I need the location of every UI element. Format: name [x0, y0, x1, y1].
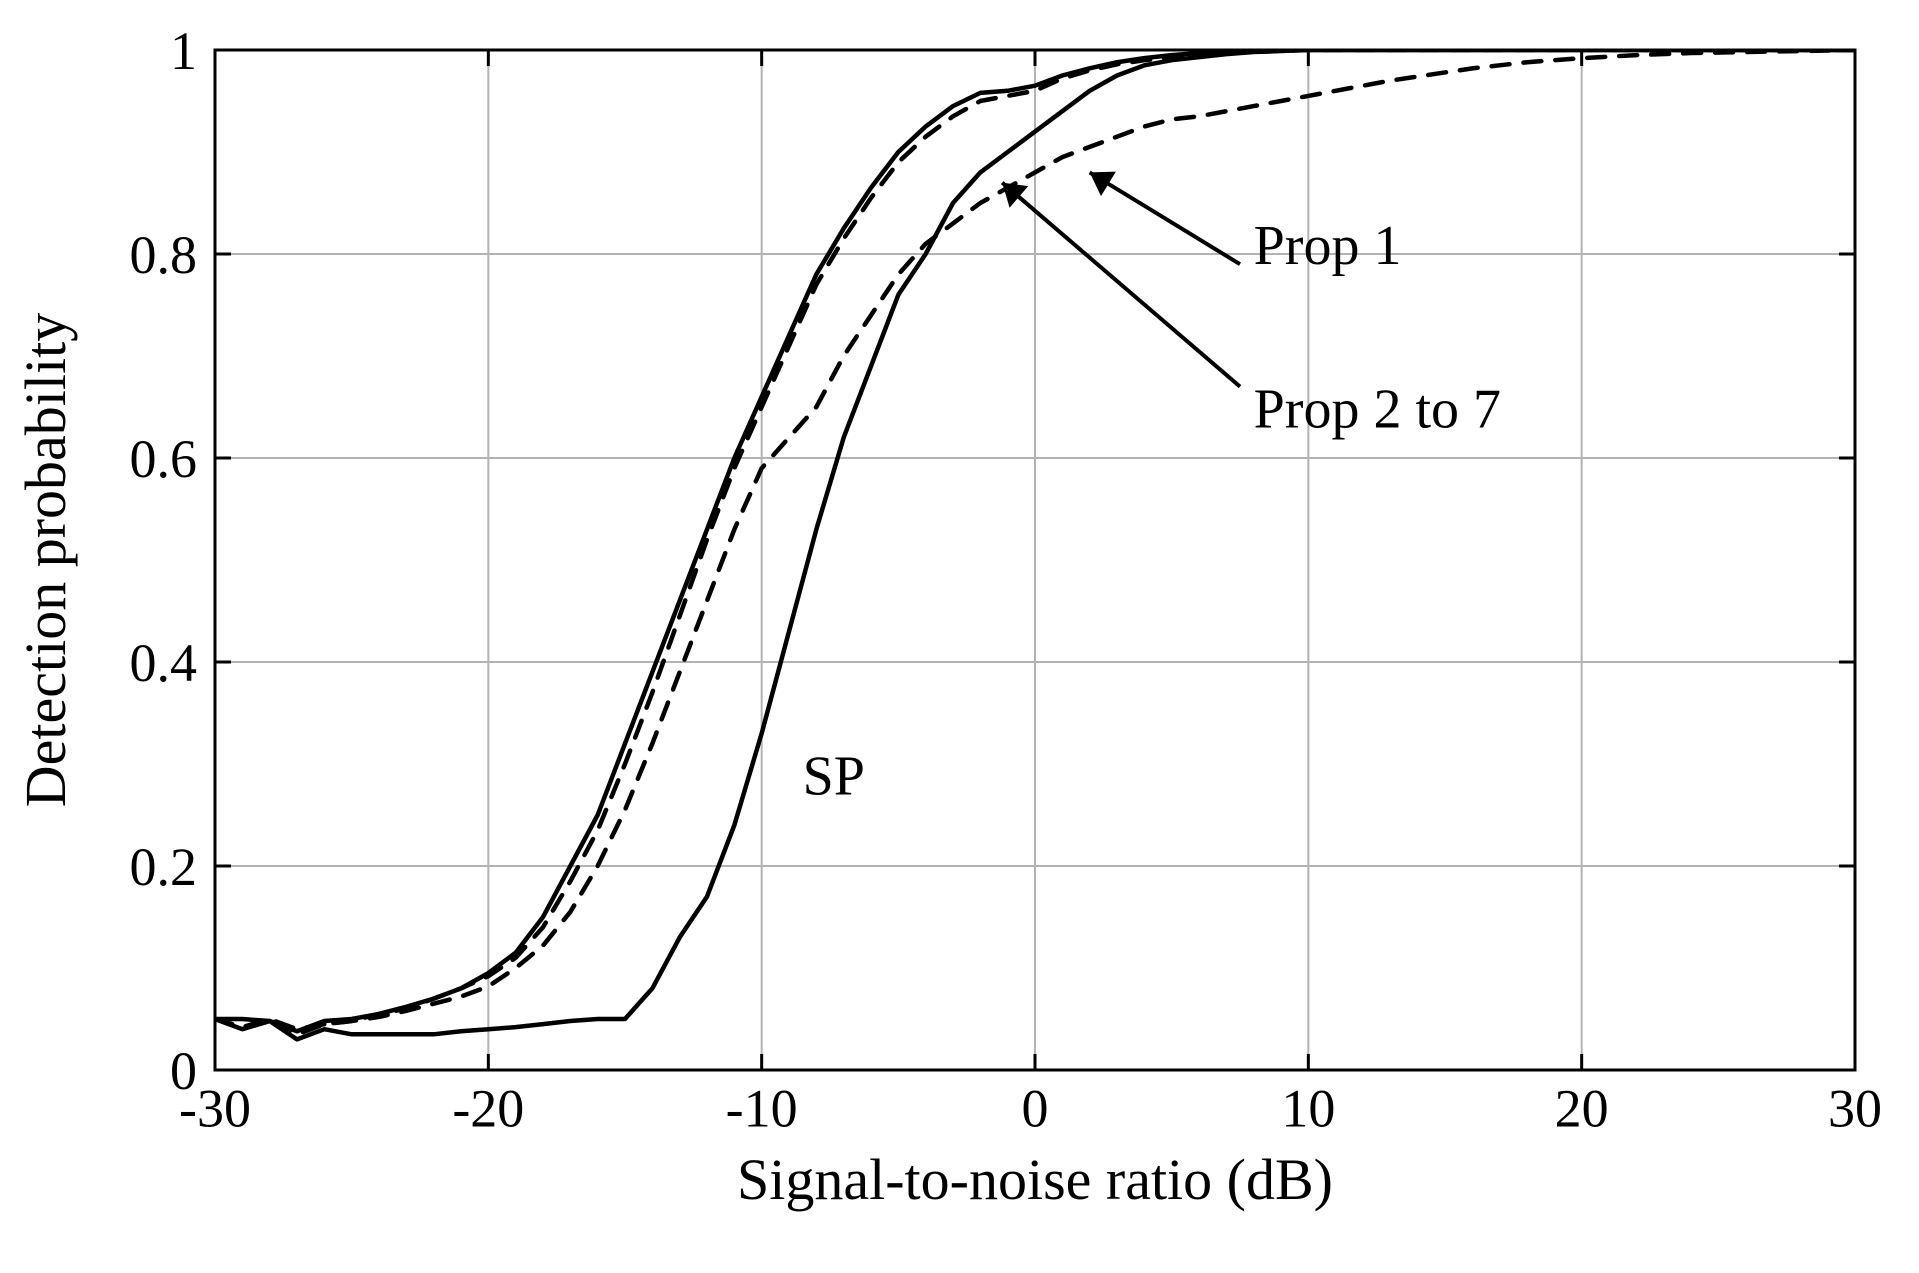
annotation-prop27: Prop 2 to 7 — [1254, 378, 1501, 440]
chart-svg: -30-20-10010203000.20.40.60.81Signal-to-… — [0, 0, 1919, 1273]
annotation-prop1: Prop 1 — [1254, 215, 1402, 277]
xtick-label: 20 — [1555, 1079, 1609, 1139]
xtick-label: -10 — [726, 1079, 798, 1139]
ytick-label: 0.6 — [130, 429, 198, 489]
annotation-sp: SP — [803, 746, 865, 808]
ytick-label: 0.4 — [130, 633, 198, 693]
x-axis-label: Signal-to-noise ratio (dB) — [737, 1147, 1333, 1212]
ytick-label: 0.8 — [130, 225, 198, 285]
xtick-label: 10 — [1281, 1079, 1335, 1139]
chart-container: -30-20-10010203000.20.40.60.81Signal-to-… — [0, 0, 1919, 1273]
ytick-label: 0.2 — [130, 837, 198, 897]
ytick-label: 1 — [170, 21, 197, 81]
y-axis-label: Detection probability — [13, 313, 78, 807]
ytick-label: 0 — [170, 1041, 197, 1101]
xtick-label: 30 — [1828, 1079, 1882, 1139]
xtick-label: -20 — [452, 1079, 524, 1139]
xtick-label: 0 — [1022, 1079, 1049, 1139]
